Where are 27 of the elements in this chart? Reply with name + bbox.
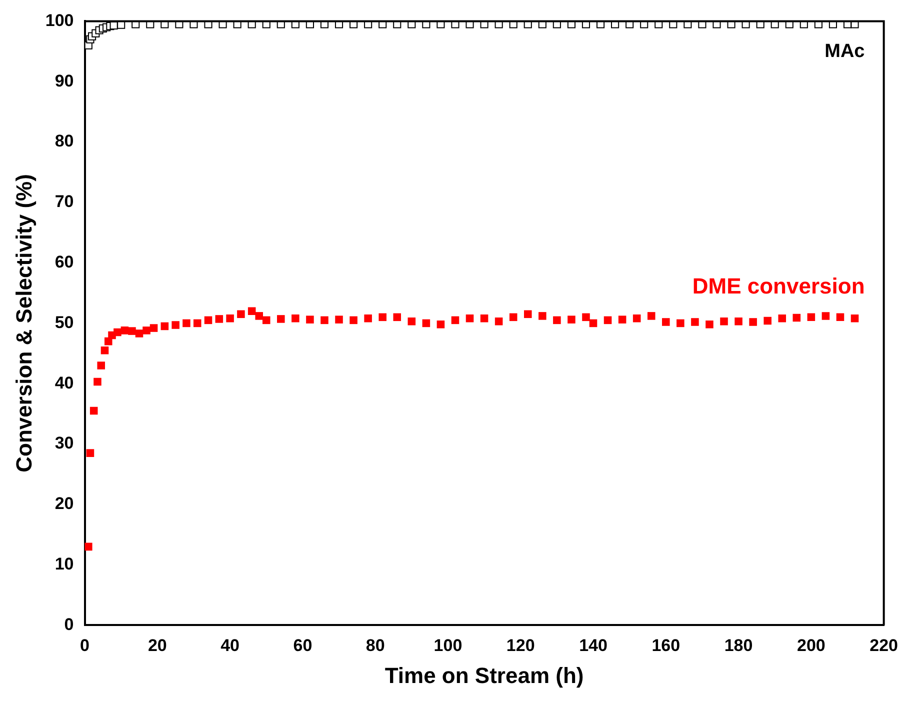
y-tick-label: 50 bbox=[54, 312, 74, 332]
x-tick-label: 100 bbox=[434, 636, 462, 656]
y-tick-label: 90 bbox=[54, 71, 74, 90]
x-tick-label: 0 bbox=[80, 636, 90, 656]
x-tick-label: 140 bbox=[579, 636, 608, 656]
x-tick-label: 20 bbox=[148, 636, 167, 656]
y-tick-label: 0 bbox=[64, 614, 74, 634]
y-tick-label: 70 bbox=[54, 192, 74, 212]
x-tick-label: 180 bbox=[724, 636, 753, 656]
y-tick-label: 100 bbox=[45, 10, 74, 30]
y-axis-title: Conversion & Selectivity (%) bbox=[11, 174, 36, 472]
x-tick-label: 160 bbox=[652, 636, 680, 656]
y-tick-label: 60 bbox=[54, 252, 74, 272]
y-tick-label: 80 bbox=[54, 132, 74, 151]
x-tick-label: 60 bbox=[293, 636, 312, 656]
y-tick-label: 40 bbox=[54, 373, 74, 392]
x-tick-label: 120 bbox=[506, 636, 535, 656]
x-tick-label: 40 bbox=[220, 636, 240, 656]
y-tick-label: 10 bbox=[54, 554, 74, 574]
x-tick-label: 220 bbox=[870, 636, 898, 656]
x-axis-title: Time on Stream (h) bbox=[384, 662, 584, 688]
y-tick-label: 30 bbox=[54, 434, 74, 453]
series-label: MAc bbox=[824, 40, 866, 62]
y-tick-label: 20 bbox=[54, 494, 74, 514]
x-tick-label: 200 bbox=[796, 636, 826, 656]
x-tick-label: 80 bbox=[366, 636, 385, 656]
series-label: DME conversion bbox=[692, 273, 865, 298]
